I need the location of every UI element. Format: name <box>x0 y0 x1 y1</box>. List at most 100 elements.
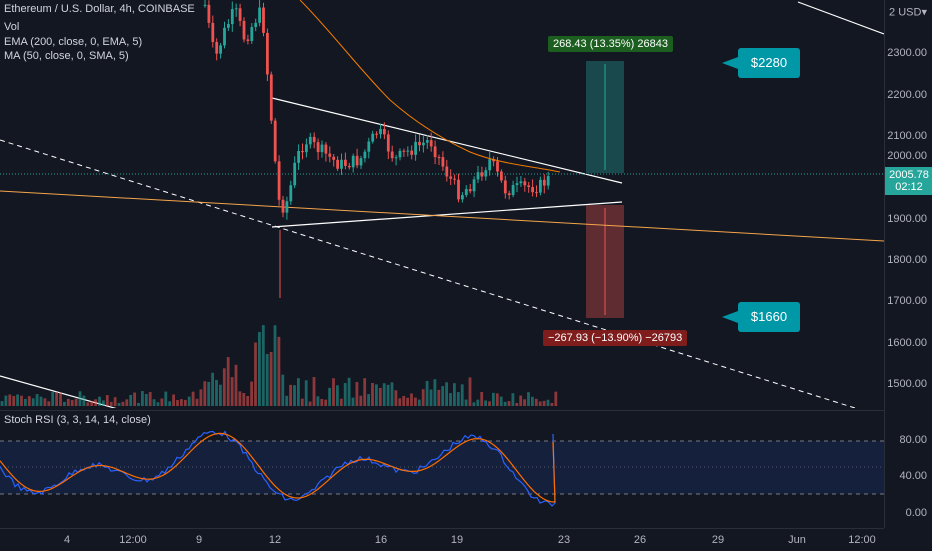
downtrend-line-top[interactable] <box>797 1 884 35</box>
candle <box>425 140 429 143</box>
symbol-title[interactable]: Ethereum / U.S. Dollar, 4h, COINBASE <box>4 3 195 15</box>
volume-bar <box>20 395 23 406</box>
candle <box>328 153 332 157</box>
volume-bar <box>402 395 406 406</box>
volume-bar <box>35 394 39 406</box>
price-chart[interactable] <box>0 0 884 408</box>
time-label: Jun <box>788 534 806 546</box>
volume-bar <box>4 395 8 406</box>
price-label: 2100.00 <box>887 130 927 142</box>
price-label: 2300.00 <box>887 47 927 59</box>
candle <box>464 189 468 196</box>
volume-bar <box>554 391 558 406</box>
horizontal-support-line[interactable] <box>0 190 884 242</box>
time-label: 29 <box>711 534 725 546</box>
volume-bar <box>398 398 402 406</box>
candle <box>227 24 230 28</box>
candle <box>402 150 406 152</box>
volume-bar <box>300 398 304 406</box>
candle <box>500 171 503 181</box>
time-axis[interactable]: 4 12:00 9 12 16 19 23 26 29 Jun 12:00 <box>0 528 884 551</box>
candle <box>305 144 308 153</box>
candle <box>542 179 546 186</box>
volume-bar <box>339 398 343 406</box>
volume-bar <box>523 399 526 406</box>
bar-countdown: 02:12 <box>895 181 923 193</box>
volume-bar <box>129 394 133 406</box>
volume-bar <box>59 392 62 406</box>
candle <box>511 185 515 196</box>
candle <box>293 162 297 186</box>
dashed-support-line[interactable] <box>0 139 856 408</box>
currency-label[interactable]: 2 USD▾ <box>889 6 927 19</box>
volume-bar <box>234 364 238 406</box>
volume-bar <box>390 382 394 406</box>
current-price-badge: 2005.78 02:12 <box>885 167 932 195</box>
volume-bar <box>320 399 324 406</box>
rsi-label: 80.00 <box>899 434 927 446</box>
volume-bar <box>367 394 370 406</box>
candle <box>406 150 410 152</box>
volume-bar <box>495 393 499 406</box>
time-label: 12:00 <box>848 534 876 546</box>
volume-bar <box>394 390 398 406</box>
volume-bar <box>476 399 480 406</box>
target-up-callout[interactable]: $2280 <box>722 48 800 78</box>
stoch-rsi-title[interactable]: Stoch RSI (3, 3, 14, 14, close) <box>4 414 151 426</box>
volume-legend[interactable]: Vol <box>4 21 20 33</box>
candle <box>355 155 359 166</box>
candle <box>254 22 258 28</box>
volume-bar <box>152 399 156 406</box>
rsi-label: 0.00 <box>905 507 927 519</box>
candle <box>480 172 484 177</box>
candle <box>363 151 367 159</box>
price-scale[interactable]: 2 USD▾ 2300.00 2200.00 2100.00 2000.00 1… <box>884 0 932 528</box>
volume-bar <box>187 396 191 406</box>
volume-bar <box>172 394 175 406</box>
volume-bar <box>468 377 472 406</box>
candle <box>496 161 499 172</box>
volume-bar <box>109 401 113 406</box>
volume-bar <box>277 336 281 406</box>
candle <box>445 166 449 177</box>
volume-bar <box>156 402 160 406</box>
rsi-label: 40.00 <box>899 470 927 482</box>
short-position-label[interactable]: −267.93 (−13.90%) −26793 <box>543 330 688 346</box>
volume-bar <box>515 402 519 406</box>
target-down-callout[interactable]: $1660 <box>722 302 800 332</box>
ma-legend[interactable]: MA (50, close, 0, SMA, 5) <box>4 50 129 62</box>
price-label: 1700.00 <box>887 295 927 307</box>
candle <box>379 128 382 135</box>
long-position-label[interactable]: 268.43 (13.35%) 26843 <box>548 36 673 52</box>
volume-bar <box>176 400 179 406</box>
volume-bar <box>24 398 27 406</box>
volume-bar <box>531 396 534 406</box>
volume-bar <box>90 401 94 406</box>
candle <box>308 136 312 145</box>
volume-bar <box>273 325 277 406</box>
time-label: 26 <box>633 534 647 546</box>
candle <box>484 170 488 177</box>
candle <box>383 128 386 135</box>
stoch-rsi-panel[interactable] <box>0 410 884 528</box>
candle <box>507 193 511 196</box>
volume-bar <box>534 398 538 406</box>
volume-bar <box>137 402 140 406</box>
candle <box>375 133 378 135</box>
candle <box>453 178 456 180</box>
rsi-d-line <box>0 432 556 503</box>
candle <box>386 134 390 152</box>
volume-bar <box>39 396 43 406</box>
volume-bar <box>246 395 250 406</box>
time-label: 12:00 <box>119 534 147 546</box>
candle <box>488 159 492 171</box>
volume-bar <box>542 400 546 406</box>
candle <box>414 141 417 155</box>
volume-bar <box>445 382 448 406</box>
candle <box>219 45 222 54</box>
triangle-lower-line[interactable] <box>271 201 623 228</box>
volume-bar <box>180 399 183 406</box>
candle <box>277 161 281 200</box>
candle <box>297 151 300 163</box>
ema-legend[interactable]: EMA (200, close, 0, EMA, 5) <box>4 36 143 48</box>
